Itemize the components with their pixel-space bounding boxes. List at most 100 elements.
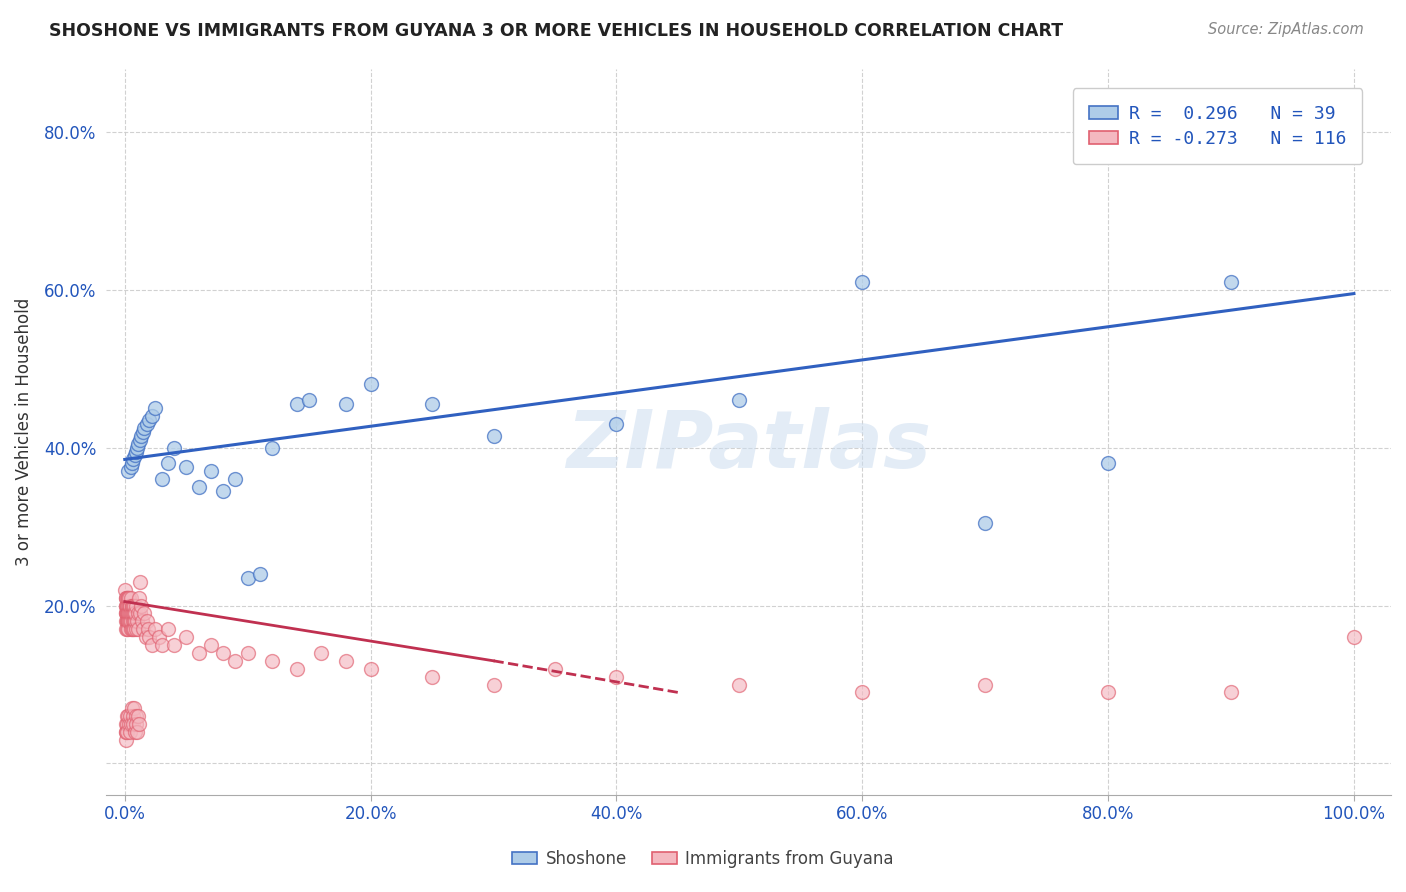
Point xyxy=(482,677,505,691)
Point xyxy=(174,460,197,475)
Point xyxy=(129,607,152,621)
Point xyxy=(150,472,173,486)
Point xyxy=(121,599,143,613)
Point xyxy=(129,428,152,442)
Point xyxy=(118,615,141,629)
Point xyxy=(115,591,138,605)
Point xyxy=(120,607,142,621)
Point xyxy=(114,582,136,597)
Point xyxy=(118,717,141,731)
Point xyxy=(135,630,157,644)
Point xyxy=(125,717,148,731)
Point xyxy=(121,456,143,470)
Point xyxy=(131,615,153,629)
Point xyxy=(120,460,142,475)
Point xyxy=(124,615,146,629)
Point xyxy=(121,607,143,621)
Point xyxy=(132,622,155,636)
Point xyxy=(128,717,150,731)
Point xyxy=(117,591,139,605)
Point xyxy=(285,397,308,411)
Point xyxy=(121,599,143,613)
Point xyxy=(117,607,139,621)
Point xyxy=(544,662,567,676)
Point xyxy=(311,646,333,660)
Point xyxy=(120,709,142,723)
Point xyxy=(128,574,150,589)
Point xyxy=(115,615,138,629)
Point xyxy=(118,724,141,739)
Point xyxy=(136,622,159,636)
Point xyxy=(262,654,284,668)
Point xyxy=(124,599,146,613)
Point xyxy=(120,591,142,605)
Point xyxy=(174,630,197,644)
Point xyxy=(360,662,382,676)
Point xyxy=(262,441,284,455)
Point xyxy=(145,401,167,416)
Point xyxy=(115,599,138,613)
Point xyxy=(127,607,149,621)
Point xyxy=(122,717,145,731)
Point xyxy=(121,615,143,629)
Point xyxy=(117,622,139,636)
Point xyxy=(1220,275,1243,289)
Point xyxy=(125,444,148,458)
Point xyxy=(605,417,627,431)
Y-axis label: 3 or more Vehicles in Household: 3 or more Vehicles in Household xyxy=(15,298,32,566)
Point xyxy=(128,591,150,605)
Point xyxy=(115,599,138,613)
Point xyxy=(124,709,146,723)
Point xyxy=(851,685,873,699)
Point xyxy=(127,436,149,450)
Point xyxy=(121,622,143,636)
Point xyxy=(117,615,139,629)
Point xyxy=(200,464,222,478)
Point xyxy=(117,709,139,723)
Point xyxy=(122,452,145,467)
Point xyxy=(134,421,156,435)
Point xyxy=(482,428,505,442)
Point xyxy=(117,591,139,605)
Point xyxy=(122,622,145,636)
Point xyxy=(115,599,138,613)
Point xyxy=(115,709,138,723)
Point xyxy=(141,638,163,652)
Point xyxy=(360,377,382,392)
Point xyxy=(145,622,167,636)
Point xyxy=(236,571,259,585)
Point xyxy=(728,677,751,691)
Point xyxy=(120,615,142,629)
Point xyxy=(121,701,143,715)
Point xyxy=(129,599,152,613)
Point xyxy=(121,709,143,723)
Point xyxy=(122,599,145,613)
Point xyxy=(124,607,146,621)
Point xyxy=(115,607,138,621)
Point xyxy=(224,654,246,668)
Point xyxy=(974,516,997,530)
Text: Source: ZipAtlas.com: Source: ZipAtlas.com xyxy=(1208,22,1364,37)
Point xyxy=(236,646,259,660)
Point xyxy=(150,638,173,652)
Point xyxy=(118,607,141,621)
Point xyxy=(118,599,141,613)
Point xyxy=(728,393,751,408)
Point xyxy=(124,449,146,463)
Point xyxy=(117,599,139,613)
Point xyxy=(120,717,142,731)
Point xyxy=(1343,630,1365,644)
Point xyxy=(298,393,321,408)
Point xyxy=(118,615,141,629)
Point xyxy=(125,622,148,636)
Point xyxy=(127,622,149,636)
Point xyxy=(148,630,170,644)
Point xyxy=(117,622,139,636)
Point xyxy=(115,622,138,636)
Point xyxy=(115,607,138,621)
Point xyxy=(200,638,222,652)
Point xyxy=(120,599,142,613)
Point xyxy=(115,591,138,605)
Point xyxy=(115,717,138,731)
Point xyxy=(335,654,357,668)
